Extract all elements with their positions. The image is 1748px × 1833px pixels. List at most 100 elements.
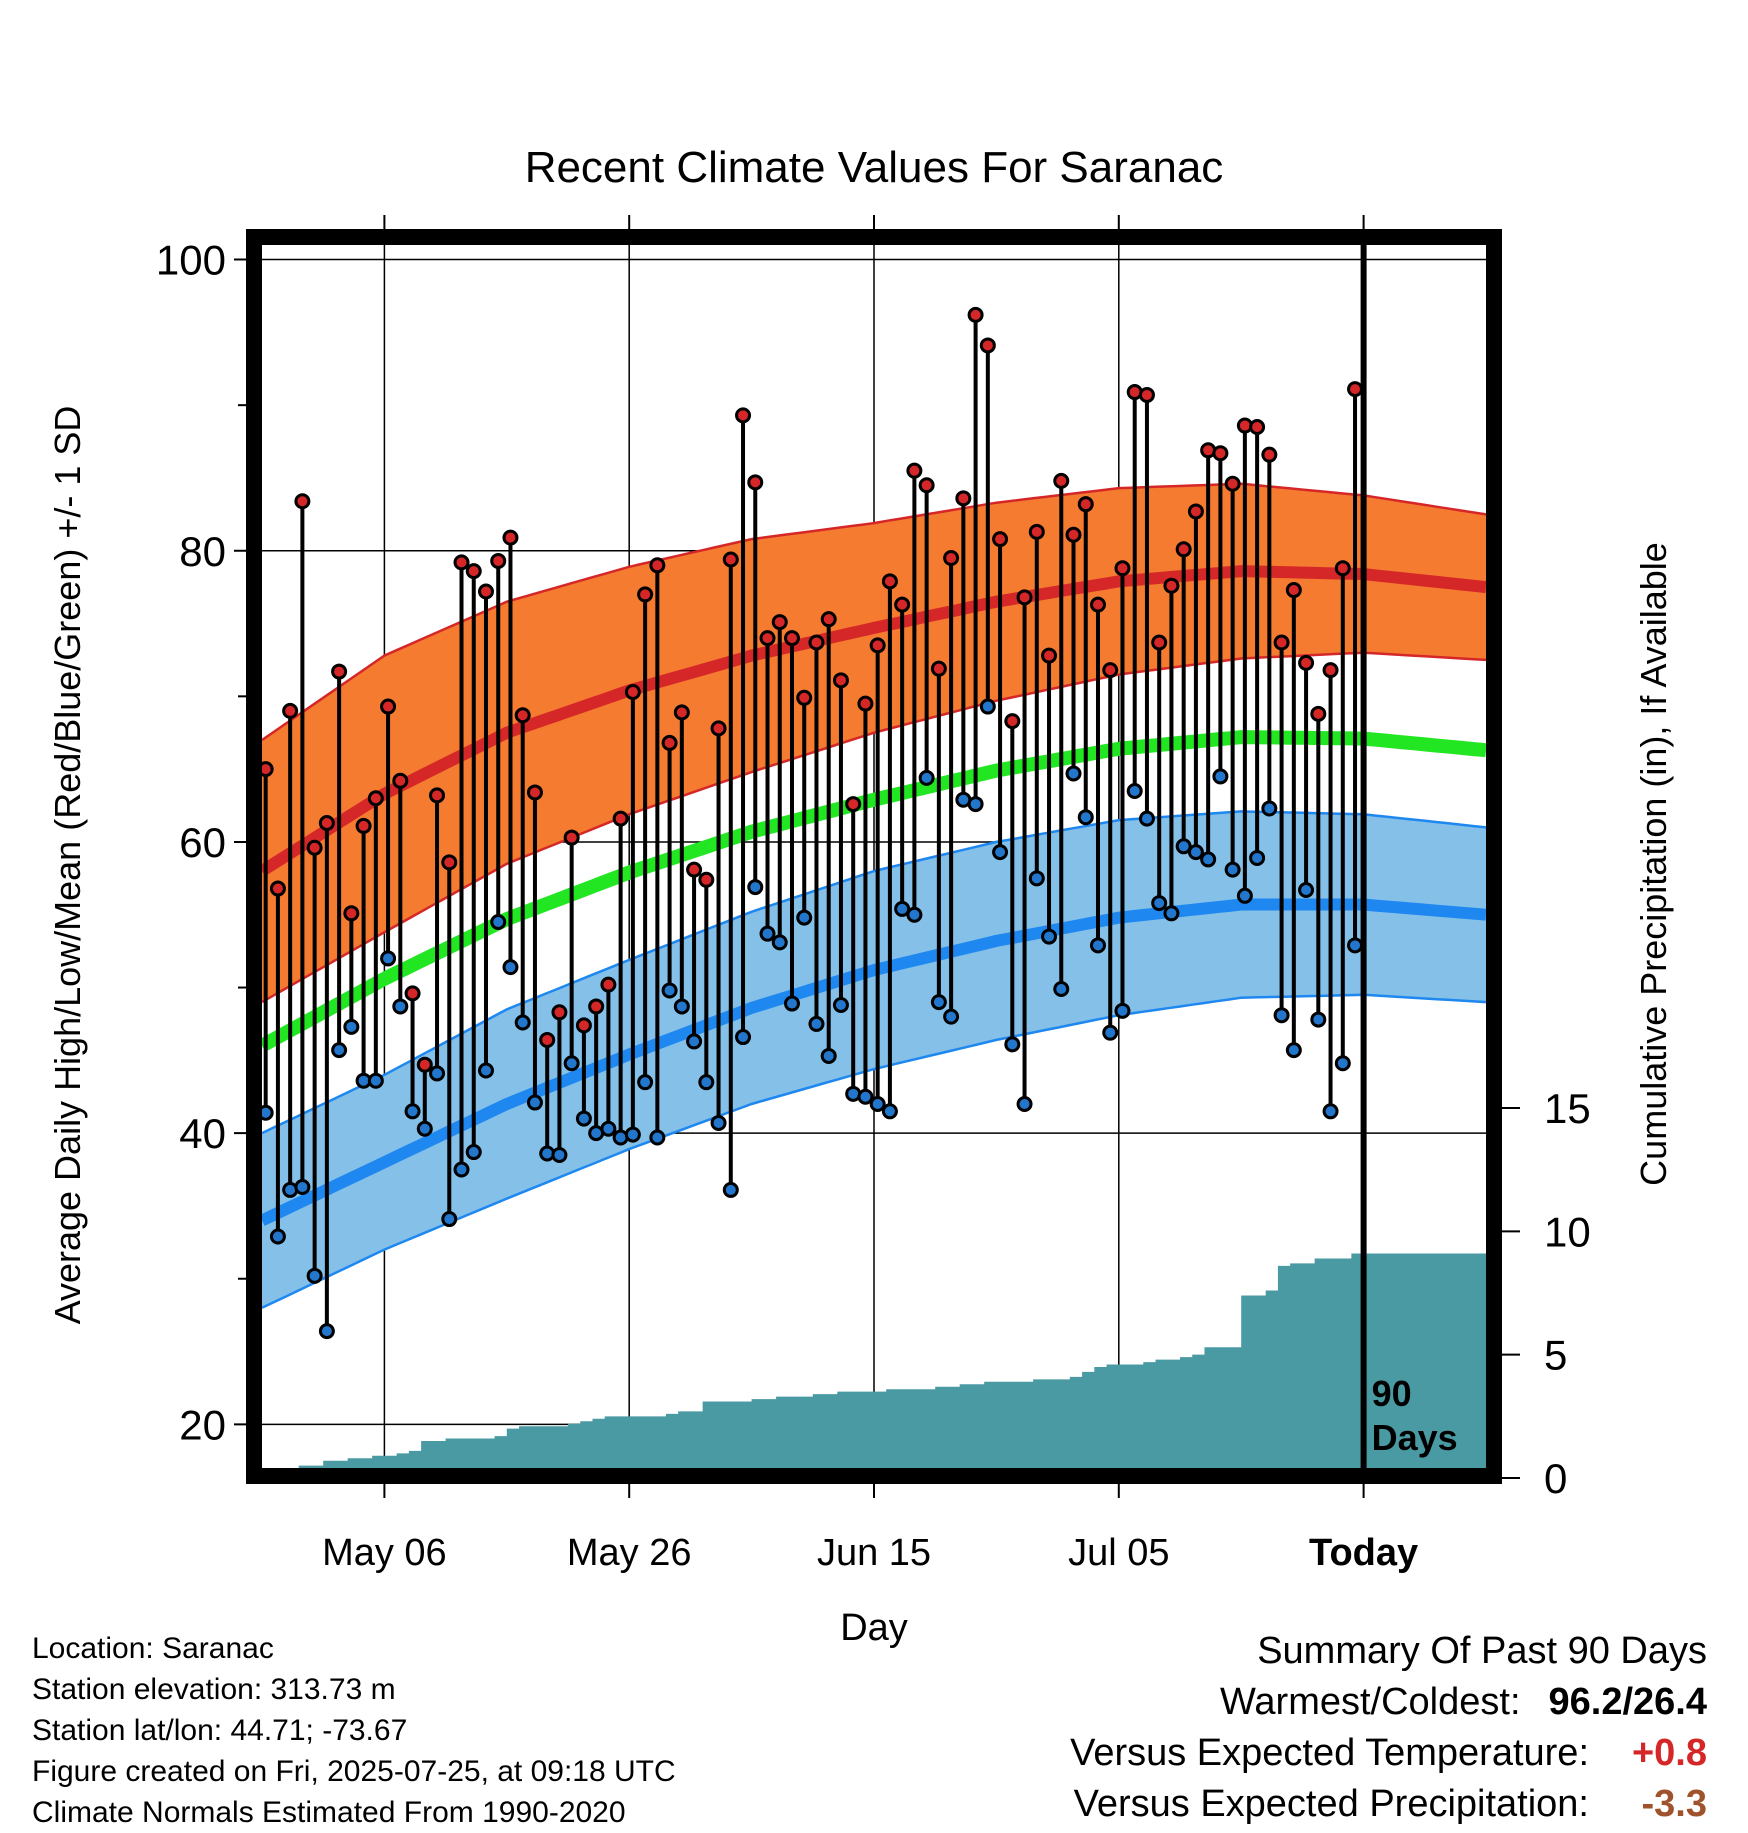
- daily-high-point-85: [1298, 654, 1315, 671]
- daily-high-point-46: [820, 611, 837, 628]
- info-latlon: Station lat/lon: 44.71; -73.67: [32, 1714, 408, 1747]
- daily-high-point-32: [649, 557, 666, 574]
- daily-low-point-39: [735, 1029, 752, 1046]
- daily-high-point-10: [380, 698, 397, 715]
- daily-high-point-65: [1053, 472, 1070, 489]
- daily-high-point-57: [955, 490, 972, 507]
- daily-high-point-13: [416, 1056, 433, 1073]
- daily-high-point-83: [1273, 634, 1290, 651]
- y2-axis-label: Cumulative Precipitation (in), If Availa…: [1633, 542, 1674, 1186]
- daily-low-point-37: [710, 1114, 727, 1131]
- daily-low-point-54: [918, 769, 935, 786]
- daily-high-point-88: [1334, 560, 1351, 577]
- daily-high-point-79: [1224, 475, 1241, 492]
- y-tick-label-80: 80: [179, 528, 226, 575]
- daily-low-point-18: [477, 1062, 494, 1079]
- daily-low-point-65: [1053, 980, 1070, 997]
- daily-high-point-69: [1102, 662, 1119, 679]
- daily-range-markers: [257, 306, 1364, 1340]
- daily-low-point-74: [1163, 905, 1180, 922]
- daily-high-point-29: [612, 810, 629, 827]
- daily-high-point-52: [894, 596, 911, 613]
- daily-high-point-50: [869, 637, 886, 654]
- y2-tick-label-0: 0: [1544, 1455, 1567, 1502]
- daily-high-point-59: [979, 337, 996, 354]
- daily-low-point-70: [1114, 1002, 1131, 1019]
- daily-high-point-38: [722, 551, 739, 568]
- daily-low-point-19: [490, 914, 507, 931]
- daily-low-point-87: [1322, 1103, 1339, 1120]
- summary-panel: Summary Of Past 90 Days Warmest/Coldest:…: [807, 1626, 1707, 1830]
- daily-high-point-22: [526, 784, 543, 801]
- y-axis-label: Average Daily High/Low/Mean (Red/Blue/Gr…: [47, 406, 88, 1325]
- daily-high-point-23: [539, 1031, 556, 1048]
- daily-high-point-78: [1212, 445, 1229, 462]
- daily-high-point-33: [661, 734, 678, 751]
- daily-high-point-42: [771, 614, 788, 631]
- daily-high-point-3: [294, 493, 311, 510]
- daily-low-point-84: [1285, 1042, 1302, 1059]
- warmest-coldest-value: 96.2/26.4: [1548, 1681, 1707, 1723]
- daily-low-point-34: [673, 998, 690, 1015]
- daily-low-point-79: [1224, 861, 1241, 878]
- daily-low-point-46: [820, 1047, 837, 1064]
- daily-high-point-41: [759, 630, 776, 647]
- daily-high-point-4: [306, 839, 323, 856]
- daily-low-point-78: [1212, 768, 1229, 785]
- daily-low-point-20: [502, 959, 519, 976]
- daily-high-point-82: [1261, 446, 1278, 463]
- y2-tick-label-10: 10: [1544, 1208, 1591, 1255]
- high-band-upper-edge: [261, 482, 1487, 742]
- expected-precip-label: Versus Expected Precipitation:: [1073, 1783, 1589, 1825]
- daily-low-point-63: [1028, 870, 1045, 887]
- daily-low-point-45: [808, 1015, 825, 1032]
- daily-low-point-80: [1236, 887, 1253, 904]
- daily-high-point-24: [551, 1004, 568, 1021]
- daily-high-point-63: [1028, 523, 1045, 540]
- daily-high-point-53: [906, 462, 923, 479]
- daily-low-point-85: [1298, 881, 1315, 898]
- x-axis-label: Day: [840, 1607, 908, 1649]
- daily-high-point-8: [355, 817, 372, 834]
- daily-high-point-66: [1065, 526, 1082, 543]
- daily-low-point-40: [747, 879, 764, 896]
- daily-high-point-87: [1322, 662, 1339, 679]
- daily-low-point-69: [1102, 1024, 1119, 1041]
- daily-low-point-52: [894, 900, 911, 917]
- daily-high-point-15: [441, 854, 458, 871]
- daily-high-point-70: [1114, 560, 1131, 577]
- daily-low-point-66: [1065, 765, 1082, 782]
- info-created: Figure created on Fri, 2025-07-25, at 09…: [32, 1755, 676, 1788]
- y-tick-label-40: 40: [179, 1110, 226, 1157]
- daily-low-point-41: [759, 925, 776, 942]
- daily-low-point-17: [465, 1144, 482, 1161]
- daily-low-point-6: [331, 1042, 348, 1059]
- daily-low-point-83: [1273, 1007, 1290, 1024]
- daily-high-point-19: [490, 552, 507, 569]
- daily-high-point-9: [367, 790, 384, 807]
- daily-low-point-15: [441, 1211, 458, 1228]
- daily-low-point-13: [416, 1120, 433, 1137]
- daily-low-point-25: [563, 1055, 580, 1072]
- daily-high-point-36: [698, 871, 715, 888]
- daily-low-point-21: [514, 1014, 531, 1031]
- x-tick-label-70: Jul 05: [1068, 1532, 1169, 1574]
- daily-high-point-34: [673, 704, 690, 721]
- daily-high-point-12: [404, 985, 421, 1002]
- daily-high-point-6: [331, 663, 348, 680]
- daily-low-point-22: [526, 1094, 543, 1111]
- daily-high-point-21: [514, 707, 531, 724]
- daily-low-point-38: [722, 1181, 739, 1198]
- daily-high-point-18: [477, 583, 494, 600]
- daily-high-point-43: [783, 630, 800, 647]
- daily-low-point-36: [698, 1074, 715, 1091]
- y2-tick-label-5: 5: [1544, 1332, 1567, 1379]
- daily-low-point-11: [392, 998, 409, 1015]
- daily-high-point-75: [1175, 541, 1192, 558]
- daily-low-point-71: [1126, 782, 1143, 799]
- daily-high-point-31: [637, 586, 654, 603]
- daily-low-point-42: [771, 934, 788, 951]
- daily-low-point-76: [1187, 844, 1204, 861]
- x-tick-label-10: May 06: [322, 1532, 447, 1574]
